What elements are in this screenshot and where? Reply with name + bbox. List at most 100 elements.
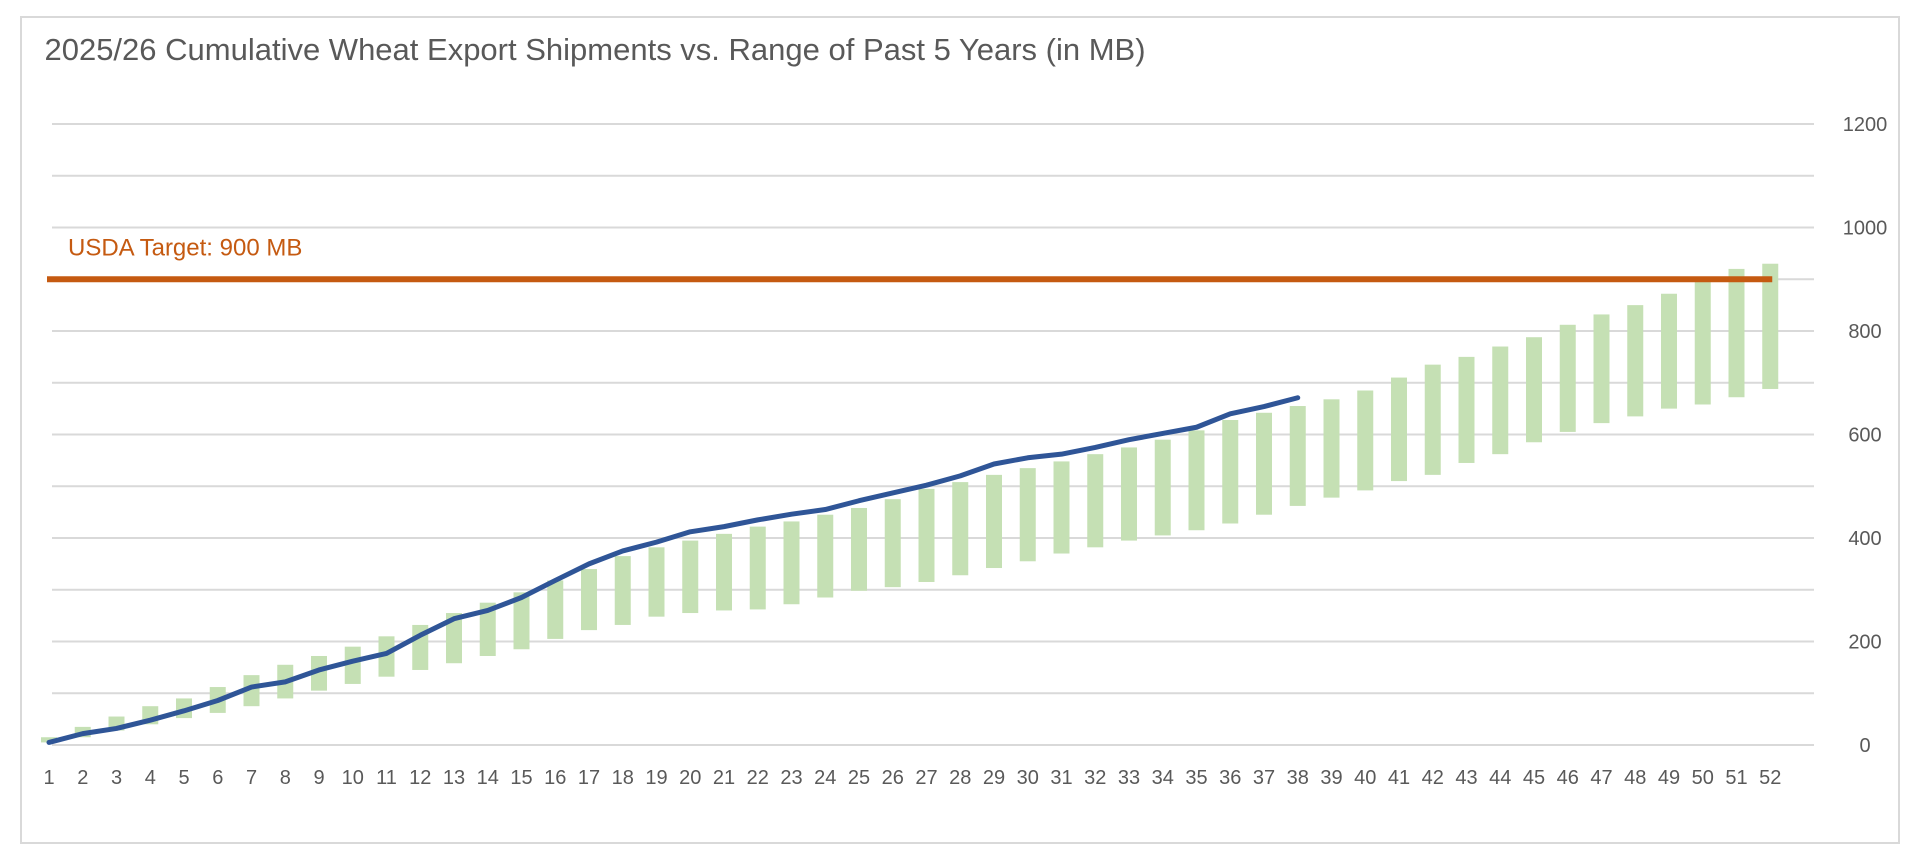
range-bar-week-19 [648,547,665,617]
range-bar-week-43 [1458,356,1475,463]
line-point-week-33 [1128,439,1130,441]
range-bar-week-16 [547,580,564,639]
range-bar-week-27 [918,488,935,582]
range-bar-week-20 [682,540,699,614]
range-bar-week-52 [1762,263,1779,389]
range-bar-week-38 [1289,406,1306,506]
x-tick-36: 36 [1219,767,1241,789]
range-bar-week-49 [1661,293,1677,409]
x-tick-48: 48 [1624,767,1646,789]
range-bar-week-46 [1559,324,1576,432]
x-tick-12: 12 [409,767,431,789]
line-point-week-16 [554,579,556,581]
x-tick-20: 20 [679,767,701,789]
line-2025-26 [46,395,1301,745]
line-point-week-11 [386,652,387,654]
line-point-week-10 [352,660,354,662]
line-point-week-18 [622,550,624,552]
y-tick-1200: 1200 [1843,114,1888,136]
x-tick-1: 1 [43,767,54,789]
range-bar-week-23 [783,521,800,605]
y-tick-600: 600 [1848,425,1881,447]
x-tick-6: 6 [212,767,223,789]
range-bar-week-18 [614,556,631,625]
x-tick-11: 11 [376,767,397,789]
x-tick-28: 28 [949,767,971,789]
line-point-week-27 [926,484,927,486]
line-point-week-36 [1229,413,1231,415]
x-tick-8: 8 [280,767,291,789]
x-tick-50: 50 [1692,767,1714,789]
y-tick-0: 0 [1859,735,1870,757]
range-bar-week-32 [1087,454,1104,548]
x-tick-35: 35 [1185,767,1207,789]
x-tick-21: 21 [713,767,735,789]
range-bar-week-41 [1391,377,1407,482]
x-tick-23: 23 [780,767,802,789]
line-point-week-26 [892,492,894,494]
line-point-week-4 [149,719,151,721]
line-point-week-34 [1162,432,1164,434]
range-bar-week-22 [749,526,766,610]
x-tick-27: 27 [915,767,937,789]
x-tick-38: 38 [1287,767,1309,789]
chart-title: 2025/26 Cumulative Wheat Export Shipment… [44,32,1145,67]
x-tick-25: 25 [848,767,870,789]
range-bar-week-45 [1526,337,1542,443]
line-point-week-6 [217,699,219,701]
range-bar-week-40 [1357,390,1374,491]
x-tick-22: 22 [747,767,769,789]
x-tick-19: 19 [645,767,667,789]
y-tick-400: 400 [1848,528,1881,550]
x-tick-52: 52 [1759,767,1781,789]
range-bar-week-42 [1424,364,1441,475]
x-tick-49: 49 [1658,767,1680,789]
x-tick-46: 46 [1557,767,1579,789]
line-point-week-12 [419,634,421,636]
range-bars [41,263,1779,743]
line-point-week-37 [1263,406,1265,408]
y-tick-800: 800 [1848,321,1881,343]
x-tick-15: 15 [510,767,532,789]
x-tick-37: 37 [1253,767,1275,789]
x-tick-39: 39 [1320,767,1342,789]
range-bar-week-47 [1593,314,1610,424]
line-point-week-17 [588,563,590,565]
x-tick-47: 47 [1590,767,1612,789]
line-point-week-8 [284,681,286,683]
x-tick-51: 51 [1725,767,1747,789]
x-tick-34: 34 [1152,767,1174,789]
line-point-week-2 [82,733,84,735]
line-point-week-19 [656,541,657,543]
line-point-week-15 [521,597,522,599]
y-axis-ticks: 0 200 400 600 800 1000 1200 [1843,114,1888,757]
range-bar-week-7 [243,675,260,707]
x-tick-45: 45 [1523,767,1545,789]
range-bar-week-44 [1492,346,1509,455]
x-tick-16: 16 [544,767,566,789]
line-point-week-22 [757,519,759,521]
x-tick-13: 13 [443,767,465,789]
range-bar-week-31 [1053,461,1070,554]
grid-lines [52,123,1814,746]
line-point-week-30 [1027,457,1029,459]
range-bar-week-35 [1188,430,1205,531]
line-point-week-7 [251,686,252,688]
x-tick-18: 18 [612,767,634,789]
x-tick-9: 9 [313,767,324,789]
range-bar-week-1 [41,737,57,743]
line-point-week-32 [1094,446,1096,448]
range-bar-week-50 [1694,281,1711,405]
line-point-week-28 [959,475,961,477]
range-bar-week-26 [884,499,901,588]
line-point-week-23 [791,513,792,515]
x-tick-30: 30 [1017,767,1039,789]
x-tick-33: 33 [1118,767,1140,789]
x-tick-7: 7 [246,767,257,789]
x-tick-31: 31 [1050,767,1072,789]
x-tick-26: 26 [882,767,904,789]
x-tick-42: 42 [1422,767,1444,789]
line-point-week-24 [824,509,826,511]
range-bar-week-15 [513,592,530,650]
x-tick-40: 40 [1354,767,1376,789]
